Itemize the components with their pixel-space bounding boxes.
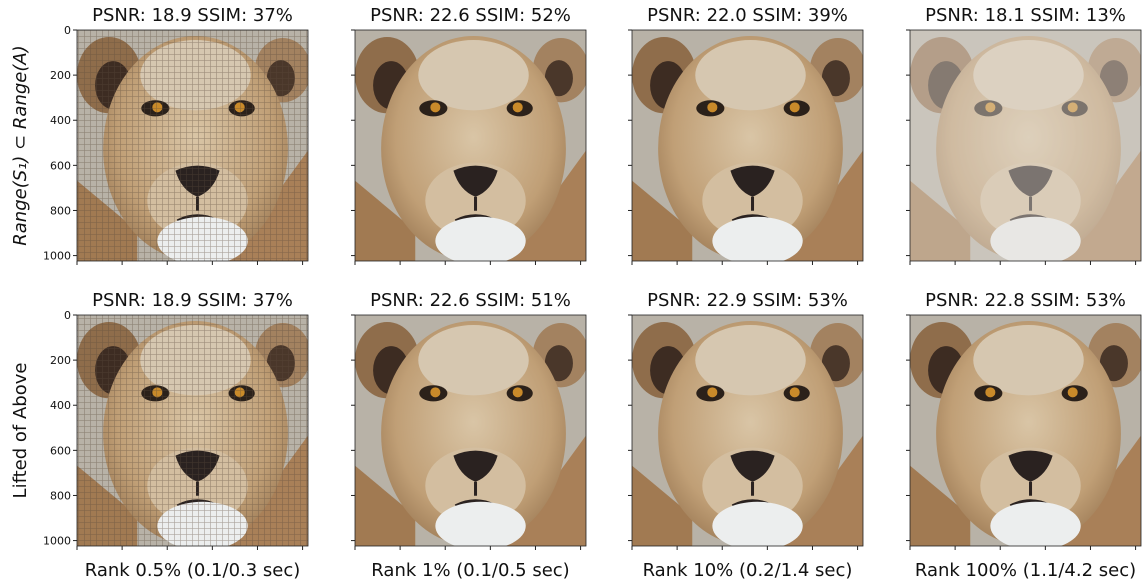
y-tick-label: 400	[50, 114, 71, 127]
y-tick-label: 0	[64, 309, 71, 322]
column-label: Rank 10% (0.2/1.4 sec)	[643, 560, 853, 581]
panel-title: PSNR: 18.9 SSIM: 37%	[92, 290, 293, 311]
y-tick-label: 200	[50, 354, 71, 367]
wash	[910, 30, 1141, 261]
y-tick-label: 600	[50, 444, 71, 457]
panel-title: PSNR: 22.6 SSIM: 52%	[370, 5, 571, 26]
image	[355, 30, 589, 265]
image	[632, 30, 866, 265]
y-tick-label: 400	[50, 399, 71, 412]
y-tick-label: 600	[50, 159, 71, 172]
y-tick-label: 1000	[43, 535, 71, 548]
panel-title: PSNR: 22.9 SSIM: 53%	[647, 290, 848, 311]
panel-title: PSNR: 22.6 SSIM: 51%	[370, 290, 571, 311]
image	[632, 315, 866, 550]
image	[910, 315, 1144, 550]
column-label: Rank 100% (1.1/4.2 sec)	[915, 560, 1136, 581]
column-label: Rank 0.5% (0.1/0.3 sec)	[85, 560, 301, 581]
artifact-overlay	[77, 30, 308, 261]
panel-title: PSNR: 22.8 SSIM: 53%	[925, 290, 1126, 311]
y-tick-label: 1000	[43, 250, 71, 263]
y-tick-label: 200	[50, 69, 71, 82]
artifact-overlay	[77, 315, 308, 546]
figure: Range(S₁) ⊂ Range(A) PSNR: 18.9 SSIM: 37%…	[0, 0, 1148, 584]
panel-title: PSNR: 22.0 SSIM: 39%	[647, 5, 848, 26]
column-label: Rank 1% (0.1/0.5 sec)	[371, 560, 569, 581]
panel-title: PSNR: 18.9 SSIM: 37%	[92, 5, 293, 26]
y-tick-label: 800	[50, 204, 71, 217]
panel-title: PSNR: 18.1 SSIM: 13%	[925, 5, 1126, 26]
image	[355, 315, 589, 550]
row-label: Lifted of Above	[10, 363, 31, 499]
row-label: Range(S₁) ⊂ Range(A)	[10, 45, 31, 245]
y-tick-label: 800	[50, 489, 71, 502]
y-tick-label: 0	[64, 24, 71, 37]
